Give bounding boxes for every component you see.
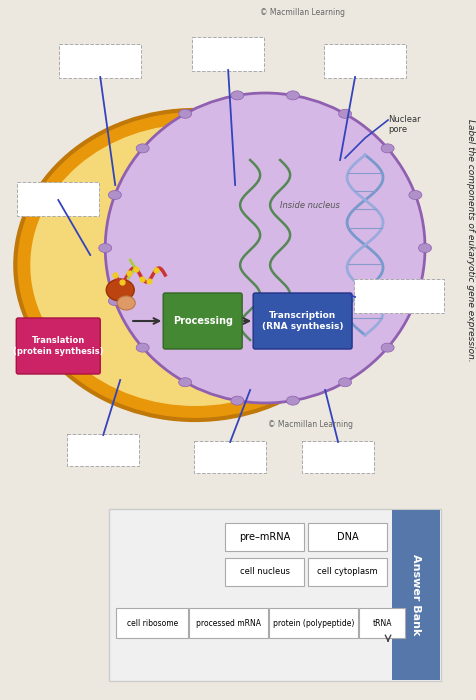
Ellipse shape	[108, 297, 121, 305]
Ellipse shape	[30, 124, 359, 406]
FancyBboxPatch shape	[307, 558, 386, 586]
Ellipse shape	[178, 378, 191, 386]
Text: Label the components of eukaryotic gene expression.: Label the components of eukaryotic gene …	[465, 118, 474, 361]
Text: © Macmillan Learning: © Macmillan Learning	[267, 420, 352, 429]
FancyBboxPatch shape	[17, 182, 99, 216]
Ellipse shape	[15, 110, 374, 420]
Ellipse shape	[380, 144, 393, 153]
Ellipse shape	[338, 378, 351, 386]
Ellipse shape	[106, 279, 134, 301]
Ellipse shape	[178, 109, 191, 118]
FancyBboxPatch shape	[67, 434, 139, 466]
FancyBboxPatch shape	[109, 509, 440, 681]
Text: Translation
(protein synthesis): Translation (protein synthesis)	[13, 336, 103, 356]
FancyBboxPatch shape	[189, 608, 268, 638]
Ellipse shape	[338, 109, 351, 118]
Text: processed mRNA: processed mRNA	[196, 619, 260, 627]
FancyBboxPatch shape	[225, 523, 304, 551]
Ellipse shape	[99, 244, 111, 253]
Text: tRNA: tRNA	[372, 619, 391, 627]
Ellipse shape	[380, 343, 393, 352]
FancyBboxPatch shape	[307, 523, 386, 551]
FancyBboxPatch shape	[353, 279, 443, 313]
FancyBboxPatch shape	[192, 37, 264, 71]
Bar	[391, 510, 439, 680]
FancyBboxPatch shape	[301, 441, 373, 473]
FancyBboxPatch shape	[16, 318, 100, 374]
FancyBboxPatch shape	[268, 608, 357, 638]
Ellipse shape	[408, 297, 421, 305]
Ellipse shape	[417, 244, 431, 253]
Text: cell ribosome: cell ribosome	[126, 619, 178, 627]
Ellipse shape	[286, 396, 299, 405]
Ellipse shape	[230, 396, 243, 405]
Ellipse shape	[230, 91, 243, 100]
Text: cell cytoplasm: cell cytoplasm	[317, 568, 377, 577]
FancyBboxPatch shape	[163, 293, 242, 349]
FancyBboxPatch shape	[194, 441, 266, 473]
Text: pre–mRNA: pre–mRNA	[238, 532, 290, 542]
Ellipse shape	[136, 343, 149, 352]
FancyBboxPatch shape	[225, 558, 304, 586]
Ellipse shape	[105, 93, 424, 403]
Text: Transcription
(RNA synthesis): Transcription (RNA synthesis)	[261, 312, 343, 330]
FancyBboxPatch shape	[358, 608, 404, 638]
Text: Processing: Processing	[172, 316, 232, 326]
FancyBboxPatch shape	[253, 293, 351, 349]
Text: DNA: DNA	[336, 532, 357, 542]
Text: © Macmillan Learning: © Macmillan Learning	[259, 8, 344, 17]
FancyBboxPatch shape	[116, 608, 188, 638]
Ellipse shape	[117, 296, 135, 310]
Text: cell nucleus: cell nucleus	[239, 568, 289, 577]
Ellipse shape	[286, 91, 299, 100]
Ellipse shape	[108, 190, 121, 199]
Text: Nuclear
pore: Nuclear pore	[387, 115, 420, 134]
Text: Answer Bank: Answer Bank	[410, 554, 420, 636]
Ellipse shape	[408, 190, 421, 199]
Ellipse shape	[136, 144, 149, 153]
Text: Inside nucleus: Inside nucleus	[279, 200, 339, 209]
FancyBboxPatch shape	[323, 44, 405, 78]
FancyBboxPatch shape	[59, 44, 141, 78]
Text: protein (polypeptide): protein (polypeptide)	[272, 619, 354, 627]
